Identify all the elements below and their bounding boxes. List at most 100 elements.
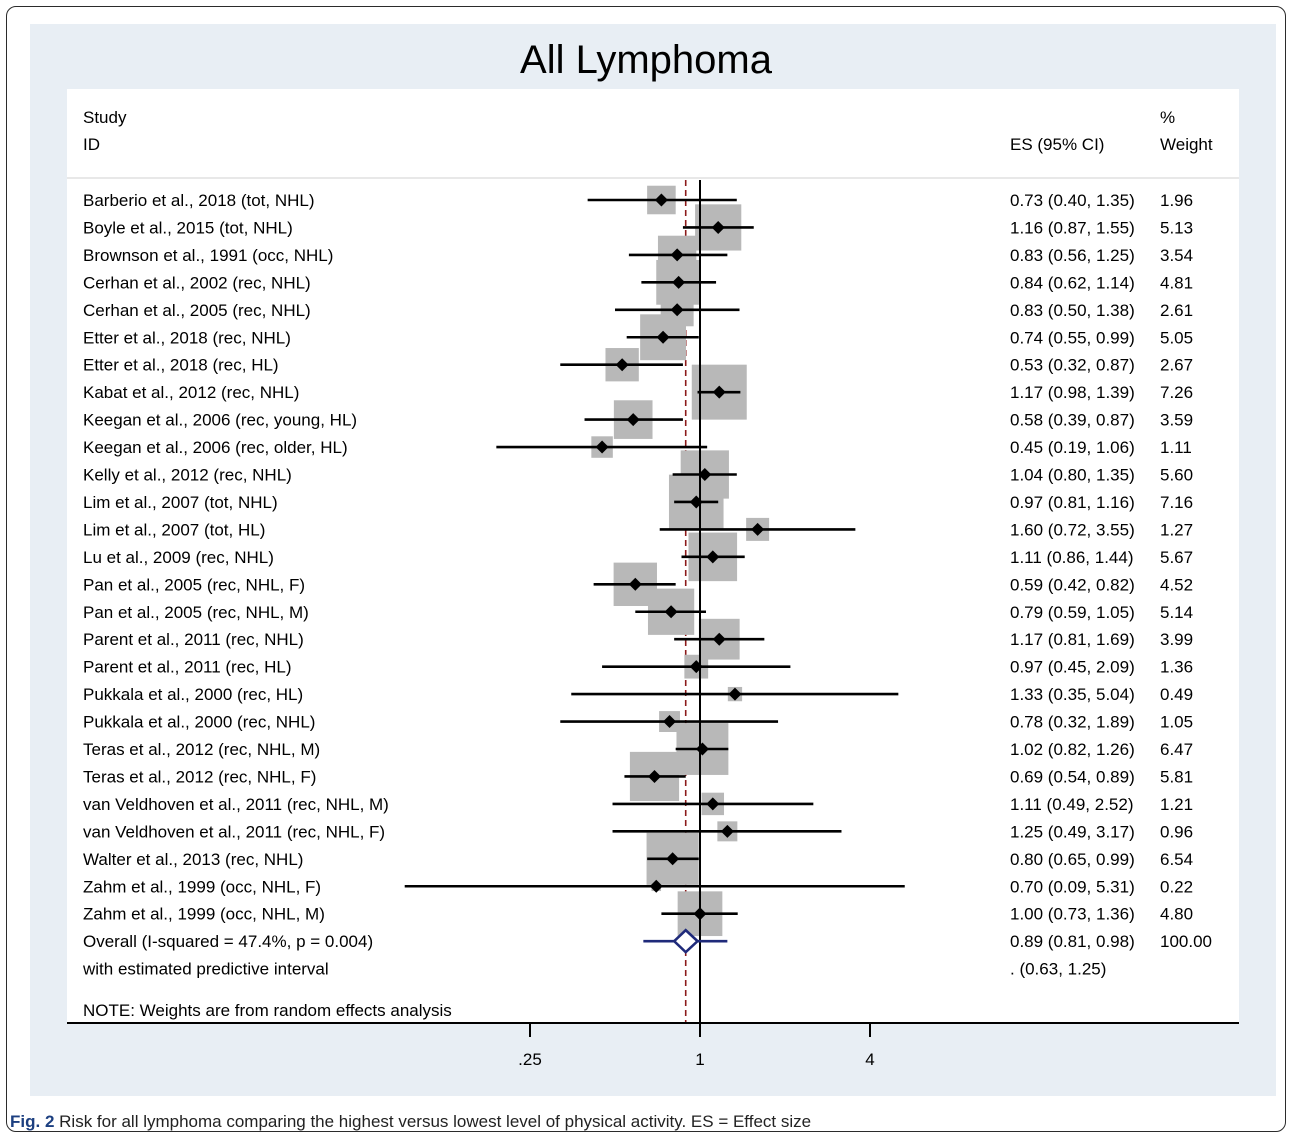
- study-label: Lu et al., 2009 (rec, NHL): [83, 548, 274, 567]
- header-es: ES (95% CI): [1010, 135, 1104, 154]
- study-label: Pukkala et al., 2000 (rec, HL): [83, 685, 303, 704]
- x-tick-label: .25: [518, 1050, 542, 1069]
- study-label: van Veldhoven et al., 2011 (rec, NHL, F): [83, 822, 385, 841]
- study-weight: 1.21: [1160, 795, 1193, 814]
- study-weight: 1.96: [1160, 191, 1193, 210]
- study-label: Barberio et al., 2018 (tot, NHL): [83, 191, 315, 210]
- study-label: Boyle et al., 2015 (tot, NHL): [83, 218, 293, 237]
- study-es-ci: 1.02 (0.82, 1.26): [1010, 740, 1135, 759]
- study-weight: 2.61: [1160, 301, 1193, 320]
- study-weight: 1.05: [1160, 713, 1193, 732]
- point-estimate-marker: [666, 852, 680, 866]
- point-estimate-marker: [672, 275, 686, 289]
- study-weight: 6.54: [1160, 850, 1193, 869]
- predictive-interval-text: . (0.63, 1.25): [1010, 960, 1106, 979]
- study-label: Teras et al., 2012 (rec, NHL, M): [83, 740, 320, 759]
- study-label: Etter et al., 2018 (rec, NHL): [83, 328, 291, 347]
- overall-diamond: [672, 928, 700, 954]
- point-estimate-marker: [698, 468, 712, 481]
- study-weight: 3.99: [1160, 630, 1193, 649]
- study-es-ci: 0.97 (0.45, 2.09): [1010, 658, 1135, 677]
- study-es-ci: 1.11 (0.86, 1.44): [1010, 548, 1134, 567]
- study-es-ci: 0.83 (0.50, 1.38): [1010, 301, 1135, 320]
- overall-es-ci: 0.89 (0.81, 0.98): [1010, 932, 1135, 951]
- point-estimate-marker: [695, 742, 709, 756]
- point-estimate-marker: [656, 330, 670, 344]
- study-weight: 0.96: [1160, 822, 1193, 841]
- overall-weight: 100.00: [1160, 932, 1212, 951]
- study-label: Teras et al., 2012 (rec, NHL, F): [83, 767, 316, 786]
- study-weight: 5.05: [1160, 328, 1193, 347]
- study-es-ci: 1.17 (0.98, 1.39): [1010, 383, 1135, 402]
- study-weight: 4.80: [1160, 905, 1193, 924]
- point-estimate-marker: [664, 605, 678, 619]
- study-es-ci: 0.69 (0.54, 0.89): [1010, 767, 1135, 786]
- study-es-ci: 1.11 (0.49, 2.52): [1010, 795, 1134, 814]
- header-weight: Weight: [1160, 135, 1213, 154]
- study-es-ci: 0.59 (0.42, 0.82): [1010, 575, 1135, 594]
- study-weight: 6.47: [1160, 740, 1193, 759]
- study-es-ci: 1.60 (0.72, 3.55): [1010, 520, 1135, 539]
- study-es-ci: 0.53 (0.32, 0.87): [1010, 356, 1135, 375]
- study-label: Zahm et al., 1999 (occ, NHL, F): [83, 877, 321, 896]
- point-estimate-marker: [595, 440, 609, 454]
- overall-label: Overall (I-squared = 47.4%, p = 0.004): [83, 932, 373, 951]
- point-estimate-marker: [654, 193, 668, 207]
- predictive-label: with estimated predictive interval: [82, 960, 329, 979]
- study-label: Cerhan et al., 2005 (rec, NHL): [83, 301, 311, 320]
- caption-text: Risk for all lymphoma comparing the high…: [59, 1112, 812, 1131]
- study-weight: 0.49: [1160, 685, 1193, 704]
- study-label: Kelly et al., 2012 (rec, NHL): [83, 466, 292, 485]
- study-es-ci: 0.73 (0.40, 1.35): [1010, 191, 1135, 210]
- study-es-ci: 1.17 (0.81, 1.69): [1010, 630, 1135, 649]
- study-weight: 1.36: [1160, 658, 1193, 677]
- study-weight: 5.81: [1160, 767, 1193, 786]
- study-label: Parent et al., 2011 (rec, HL): [83, 658, 292, 677]
- point-estimate-marker: [689, 495, 703, 509]
- point-estimate-marker: [670, 248, 684, 262]
- x-tick-label: 4: [865, 1050, 874, 1069]
- chart-title: All Lymphoma: [520, 38, 772, 82]
- study-weight: 5.13: [1160, 218, 1193, 237]
- study-weight: 1.11: [1160, 438, 1192, 457]
- study-es-ci: 0.45 (0.19, 1.06): [1010, 438, 1135, 457]
- study-weight: 5.67: [1160, 548, 1193, 567]
- point-estimate-marker: [712, 632, 726, 646]
- point-estimate-marker: [649, 879, 663, 893]
- study-label: Lim et al., 2007 (tot, HL): [83, 520, 265, 539]
- header-percent: %: [1160, 108, 1175, 127]
- study-label: Kabat et al., 2012 (rec, NHL): [83, 383, 299, 402]
- study-label: Walter et al., 2013 (rec, NHL): [83, 850, 303, 869]
- x-tick-label: 1: [695, 1050, 704, 1069]
- study-label: van Veldhoven et al., 2011 (rec, NHL, M): [83, 795, 389, 814]
- study-label: Etter et al., 2018 (rec, HL): [83, 356, 279, 375]
- study-label: Pukkala et al., 2000 (rec, NHL): [83, 713, 315, 732]
- study-label: Pan et al., 2005 (rec, NHL, M): [83, 603, 309, 622]
- study-label: Parent et al., 2011 (rec, NHL): [83, 630, 304, 649]
- study-es-ci: 1.33 (0.35, 5.04): [1010, 685, 1135, 704]
- point-estimate-marker: [693, 907, 707, 921]
- study-es-ci: 1.00 (0.73, 1.36): [1010, 905, 1135, 924]
- point-estimate-marker: [615, 358, 629, 372]
- study-es-ci: 0.58 (0.39, 0.87): [1010, 411, 1135, 430]
- point-estimate-marker: [728, 687, 742, 701]
- study-weight: 4.52: [1160, 575, 1193, 594]
- study-es-ci: 0.78 (0.32, 1.89): [1010, 713, 1135, 732]
- point-estimate-marker: [663, 715, 677, 729]
- study-es-ci: 0.97 (0.81, 1.16): [1010, 493, 1135, 512]
- study-weight: 7.16: [1160, 493, 1193, 512]
- point-estimate-marker: [628, 577, 642, 591]
- point-estimate-marker: [626, 413, 640, 427]
- figure-caption: Fig. 2 Risk for all lymphoma comparing t…: [10, 1112, 811, 1132]
- note-text: NOTE: Weights are from random effects an…: [83, 1001, 452, 1020]
- study-weight: 2.67: [1160, 356, 1193, 375]
- study-weight: 3.54: [1160, 246, 1193, 265]
- point-estimate-marker: [670, 303, 684, 317]
- study-es-ci: 1.16 (0.87, 1.55): [1010, 218, 1135, 237]
- study-es-ci: 1.25 (0.49, 3.17): [1010, 822, 1135, 841]
- point-estimate-marker: [647, 769, 661, 783]
- study-es-ci: 0.70 (0.09, 5.31): [1010, 877, 1135, 896]
- study-label: Brownson et al., 1991 (occ, NHL): [83, 246, 333, 265]
- study-es-ci: 0.74 (0.55, 0.99): [1010, 328, 1135, 347]
